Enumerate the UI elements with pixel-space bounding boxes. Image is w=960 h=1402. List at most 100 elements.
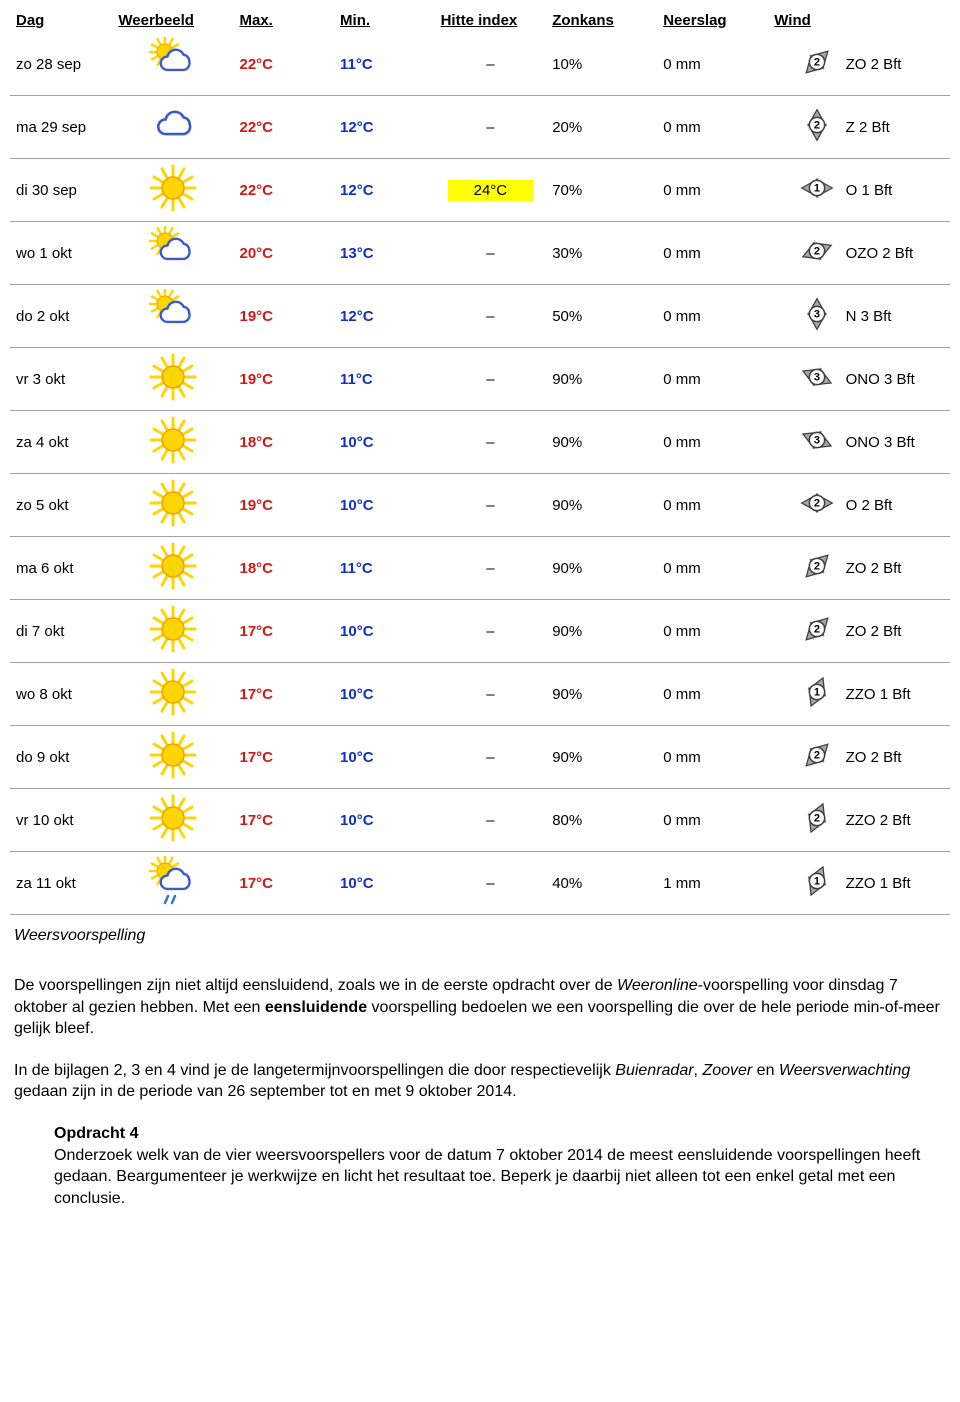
cell-hitte: – [435, 348, 547, 411]
cell-min: 12°C [334, 285, 435, 348]
cell-wind-text: ZO 2 Bft [840, 537, 950, 600]
hitte-value: – [486, 560, 494, 577]
table-row: zo 5 okt19°C10°C–90%0 mm 2 O 2 Bft [10, 474, 950, 537]
hitte-value: – [486, 119, 494, 136]
cell-hitte: – [435, 537, 547, 600]
cell-dag: ma 6 okt [10, 537, 112, 600]
cell-hitte: – [435, 852, 547, 915]
wind-direction-icon: 2 [800, 45, 834, 79]
cell-weerbeeld [112, 663, 233, 726]
hitte-value: – [486, 434, 494, 451]
cell-dag: ma 29 sep [10, 96, 112, 159]
svg-text:2: 2 [814, 560, 820, 572]
cell-min: 13°C [334, 222, 435, 285]
table-caption: Weersvoorspelling [14, 927, 950, 945]
cell-wind-icon: 2 [768, 33, 839, 96]
wind-direction-icon: 3 [800, 297, 834, 331]
cell-wind-icon: 3 [768, 348, 839, 411]
cell-wind-icon: 2 [768, 474, 839, 537]
cell-wind-text: ONO 3 Bft [840, 348, 950, 411]
svg-text:2: 2 [814, 245, 820, 257]
th-weerbeeld: Weerbeeld [112, 8, 233, 33]
cell-hitte: 24°C [435, 159, 547, 222]
para1-weeronline: Weeronline [617, 977, 698, 994]
cell-wind-icon: 3 [768, 285, 839, 348]
hitte-value: – [486, 371, 494, 388]
weather-icon [148, 100, 198, 150]
para2-weersverwachting: Weersverwachting [779, 1062, 910, 1079]
svg-text:1: 1 [814, 875, 820, 887]
hitte-value: – [486, 686, 494, 703]
th-max: Max. [233, 8, 334, 33]
table-row: do 2 okt19°C12°C–50%0 mm 3 N 3 Bft [10, 285, 950, 348]
weather-icon [148, 226, 198, 276]
wind-direction-icon: 2 [800, 486, 834, 520]
cell-zonkans: 90% [546, 348, 657, 411]
cell-dag: vr 3 okt [10, 348, 112, 411]
svg-text:1: 1 [814, 182, 820, 194]
cell-wind-text: ZZO 1 Bft [840, 663, 950, 726]
wind-direction-icon: 2 [800, 801, 834, 835]
wind-direction-icon: 2 [800, 738, 834, 772]
cell-wind-icon: 1 [768, 852, 839, 915]
hitte-highlight: 24°C [448, 180, 534, 201]
cell-wind-icon: 1 [768, 159, 839, 222]
para1-text-a: De voorspellingen zijn niet altijd eensl… [14, 977, 617, 994]
cell-min: 10°C [334, 663, 435, 726]
cell-dag: di 30 sep [10, 159, 112, 222]
weather-icon [148, 37, 198, 87]
table-row: di 30 sep22°C12°C24°C70%0 mm 1 O 1 Bft [10, 159, 950, 222]
cell-neerslag: 0 mm [657, 222, 768, 285]
cell-zonkans: 90% [546, 663, 657, 726]
table-row: ma 6 okt18°C11°C–90%0 mm 2 ZO 2 Bft [10, 537, 950, 600]
cell-max: 22°C [233, 159, 334, 222]
wind-direction-icon: 1 [800, 864, 834, 898]
cell-zonkans: 40% [546, 852, 657, 915]
cell-weerbeeld [112, 159, 233, 222]
cell-dag: di 7 okt [10, 600, 112, 663]
cell-zonkans: 30% [546, 222, 657, 285]
table-row: wo 8 okt17°C10°C–90%0 mm 1 ZZO 1 Bft [10, 663, 950, 726]
cell-neerslag: 0 mm [657, 285, 768, 348]
cell-zonkans: 90% [546, 600, 657, 663]
th-wind: Wind [768, 8, 950, 33]
weather-icon [148, 163, 198, 213]
para2-buienradar: Buienradar [615, 1062, 693, 1079]
cell-max: 22°C [233, 33, 334, 96]
wind-direction-icon: 2 [800, 549, 834, 583]
weather-icon [148, 730, 198, 780]
cell-weerbeeld [112, 852, 233, 915]
table-header-row: Dag Weerbeeld Max. Min. Hitte index Zonk… [10, 8, 950, 33]
opdracht-title: Opdracht 4 [54, 1123, 946, 1145]
cell-max: 19°C [233, 474, 334, 537]
th-dag: Dag [10, 8, 112, 33]
cell-min: 10°C [334, 474, 435, 537]
cell-neerslag: 0 mm [657, 411, 768, 474]
cell-wind-text: Z 2 Bft [840, 96, 950, 159]
table-row: vr 10 okt17°C10°C–80%0 mm 2 ZZO 2 Bft [10, 789, 950, 852]
cell-max: 17°C [233, 789, 334, 852]
cell-dag: vr 10 okt [10, 789, 112, 852]
wind-direction-icon: 3 [800, 360, 834, 394]
cell-max: 19°C [233, 285, 334, 348]
paragraph-2: In de bijlagen 2, 3 en 4 vind je de lang… [14, 1060, 946, 1103]
svg-text:3: 3 [814, 371, 820, 383]
hitte-value: – [486, 875, 494, 892]
cell-zonkans: 50% [546, 285, 657, 348]
cell-dag: do 2 okt [10, 285, 112, 348]
hitte-value: – [486, 812, 494, 829]
table-row: vr 3 okt19°C11°C–90%0 mm 3 ONO 3 Bft [10, 348, 950, 411]
cell-zonkans: 10% [546, 33, 657, 96]
cell-dag: do 9 okt [10, 726, 112, 789]
table-row: do 9 okt17°C10°C–90%0 mm 2 ZO 2 Bft [10, 726, 950, 789]
cell-neerslag: 0 mm [657, 33, 768, 96]
cell-max: 17°C [233, 726, 334, 789]
cell-neerslag: 1 mm [657, 852, 768, 915]
para2-text-g: gedaan zijn in de periode van 26 septemb… [14, 1083, 517, 1100]
cell-hitte: – [435, 222, 547, 285]
cell-min: 12°C [334, 96, 435, 159]
cell-weerbeeld [112, 789, 233, 852]
table-row: za 4 okt18°C10°C–90%0 mm 3 ONO 3 Bft [10, 411, 950, 474]
cell-hitte: – [435, 33, 547, 96]
cell-wind-text: O 1 Bft [840, 159, 950, 222]
